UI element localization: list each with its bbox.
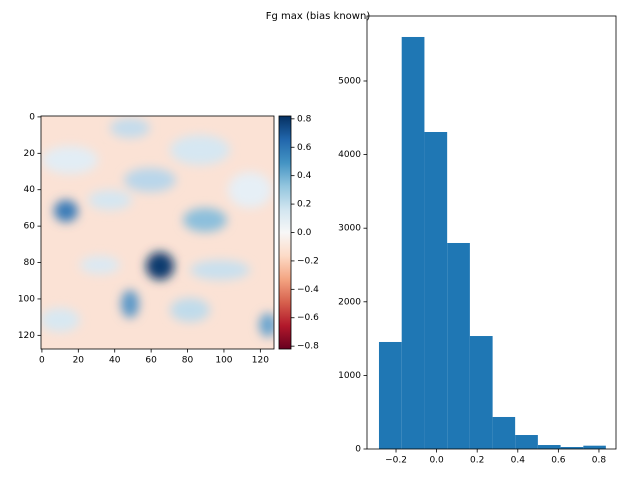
- x-tick-label: 40: [109, 356, 121, 366]
- y-tick-label: 0: [29, 112, 35, 122]
- bar: [492, 416, 516, 449]
- x-tick-label: 80: [182, 356, 194, 366]
- x-tick-label: 0: [39, 356, 45, 366]
- bar: [401, 36, 425, 450]
- bar: [469, 336, 493, 449]
- colorbar-tick-label: 0.4: [297, 171, 312, 181]
- y-tick-label: 0: [355, 445, 361, 455]
- x-tick-label: −0.2: [385, 456, 407, 466]
- bar: [447, 242, 470, 449]
- y-tick-label: 100: [18, 294, 35, 304]
- colorbar-tick-label: 0.2: [297, 200, 311, 210]
- x-tick-label: 0.0: [429, 456, 444, 466]
- bar: [583, 445, 606, 449]
- histogram-frame: [366, 15, 617, 450]
- y-tick-label: 80: [24, 258, 36, 268]
- colorbar-tick-label: −0.8: [297, 342, 319, 352]
- y-tick-label: 120: [18, 331, 35, 341]
- colorbar-tick-label: 0.0: [297, 228, 312, 238]
- y-tick-label: 40: [24, 185, 36, 195]
- colorbar-tick-label: 0.8: [297, 114, 312, 124]
- y-tick-label: 20: [24, 149, 36, 159]
- bar: [515, 435, 538, 449]
- y-tick-label: 1000: [338, 371, 361, 381]
- bar: [560, 447, 584, 449]
- y-tick-label: 4000: [338, 150, 361, 160]
- x-tick-label: 120: [252, 356, 269, 366]
- x-tick-label: 60: [145, 356, 157, 366]
- bar: [424, 131, 448, 450]
- figure-title: Fg max (bias known): [266, 11, 371, 22]
- heatmap-image: [41, 116, 274, 349]
- colorbar-tick-label: −0.4: [297, 285, 319, 295]
- y-tick-label: 3000: [338, 224, 361, 234]
- x-tick-label: 20: [73, 356, 85, 366]
- x-tick-label: 100: [215, 356, 232, 366]
- x-tick-label: 0.6: [551, 456, 566, 466]
- colorbar-tick-label: 0.6: [297, 143, 312, 153]
- colorbar: [278, 115, 292, 350]
- y-tick-label: 60: [24, 222, 36, 232]
- y-tick-label: 5000: [338, 76, 361, 86]
- y-tick-label: 2000: [338, 297, 361, 307]
- bar: [537, 445, 561, 449]
- x-tick-label: 0.2: [470, 456, 484, 466]
- x-tick-label: 0.8: [592, 456, 607, 466]
- colorbar-tick-label: −0.2: [297, 256, 319, 266]
- bar: [378, 341, 402, 449]
- image-frame: [40, 115, 275, 350]
- x-tick-label: 0.4: [511, 456, 526, 466]
- colorbar-tick-label: −0.6: [297, 313, 319, 323]
